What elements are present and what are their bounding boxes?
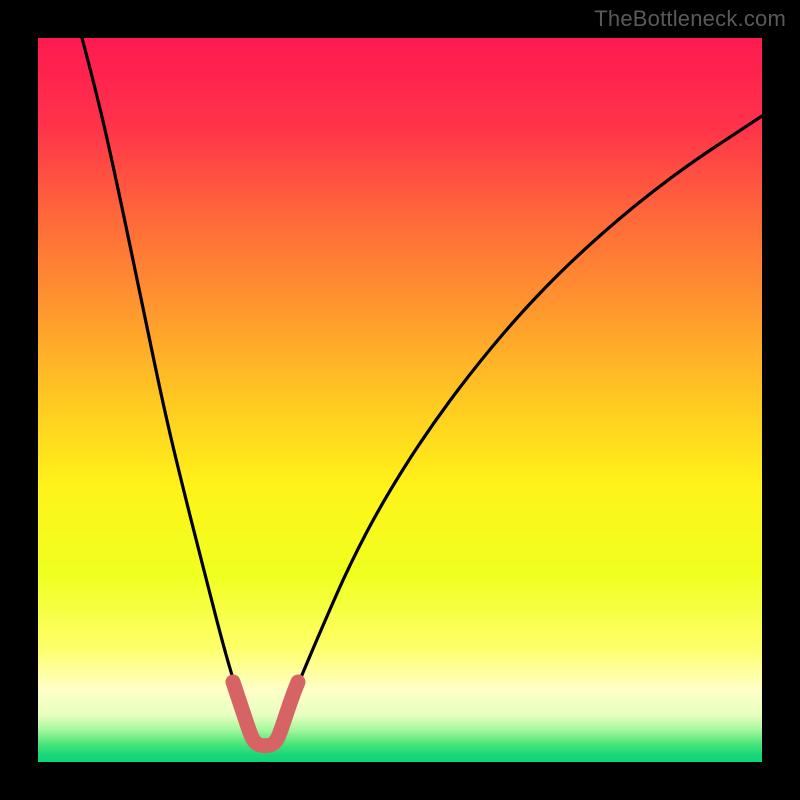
bottom-u-marker — [233, 682, 298, 746]
bottleneck-curve — [82, 38, 762, 728]
plot-area — [38, 38, 762, 762]
curve-overlay — [38, 38, 762, 762]
watermark-text: TheBottleneck.com — [594, 6, 786, 32]
